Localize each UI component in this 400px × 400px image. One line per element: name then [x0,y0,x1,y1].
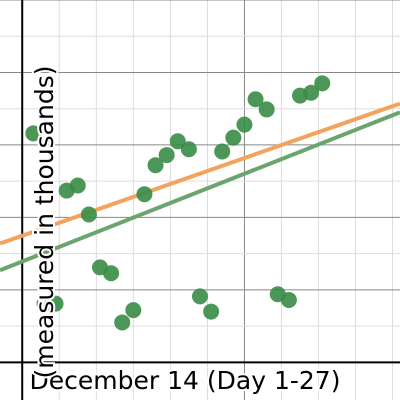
data-point [225,129,242,146]
data-point [47,295,64,312]
trend-line [0,110,400,273]
data-point [25,125,42,142]
trend-line [0,101,400,246]
data-point [192,288,208,305]
data-point [80,206,97,223]
data-point [114,314,131,331]
data-point [314,75,331,92]
data-point [258,101,275,118]
data-point [280,292,297,308]
data-point [125,302,142,319]
y-axis-label: (measured in thousands) [30,66,59,379]
data-point [214,143,231,160]
x-axis-label: December 14 (Day 1-27) [30,366,341,395]
data-point [180,141,197,158]
data-point [303,84,320,101]
data-point [136,186,153,203]
data-point [169,133,186,150]
data-point [236,116,253,133]
data-point [203,303,220,320]
data-point [36,295,53,312]
fit-lines [0,101,400,273]
data-point [147,157,164,174]
data-point [247,91,264,108]
points [25,75,331,331]
data-point [69,177,86,194]
data-point [158,147,175,164]
data-point [103,265,120,282]
